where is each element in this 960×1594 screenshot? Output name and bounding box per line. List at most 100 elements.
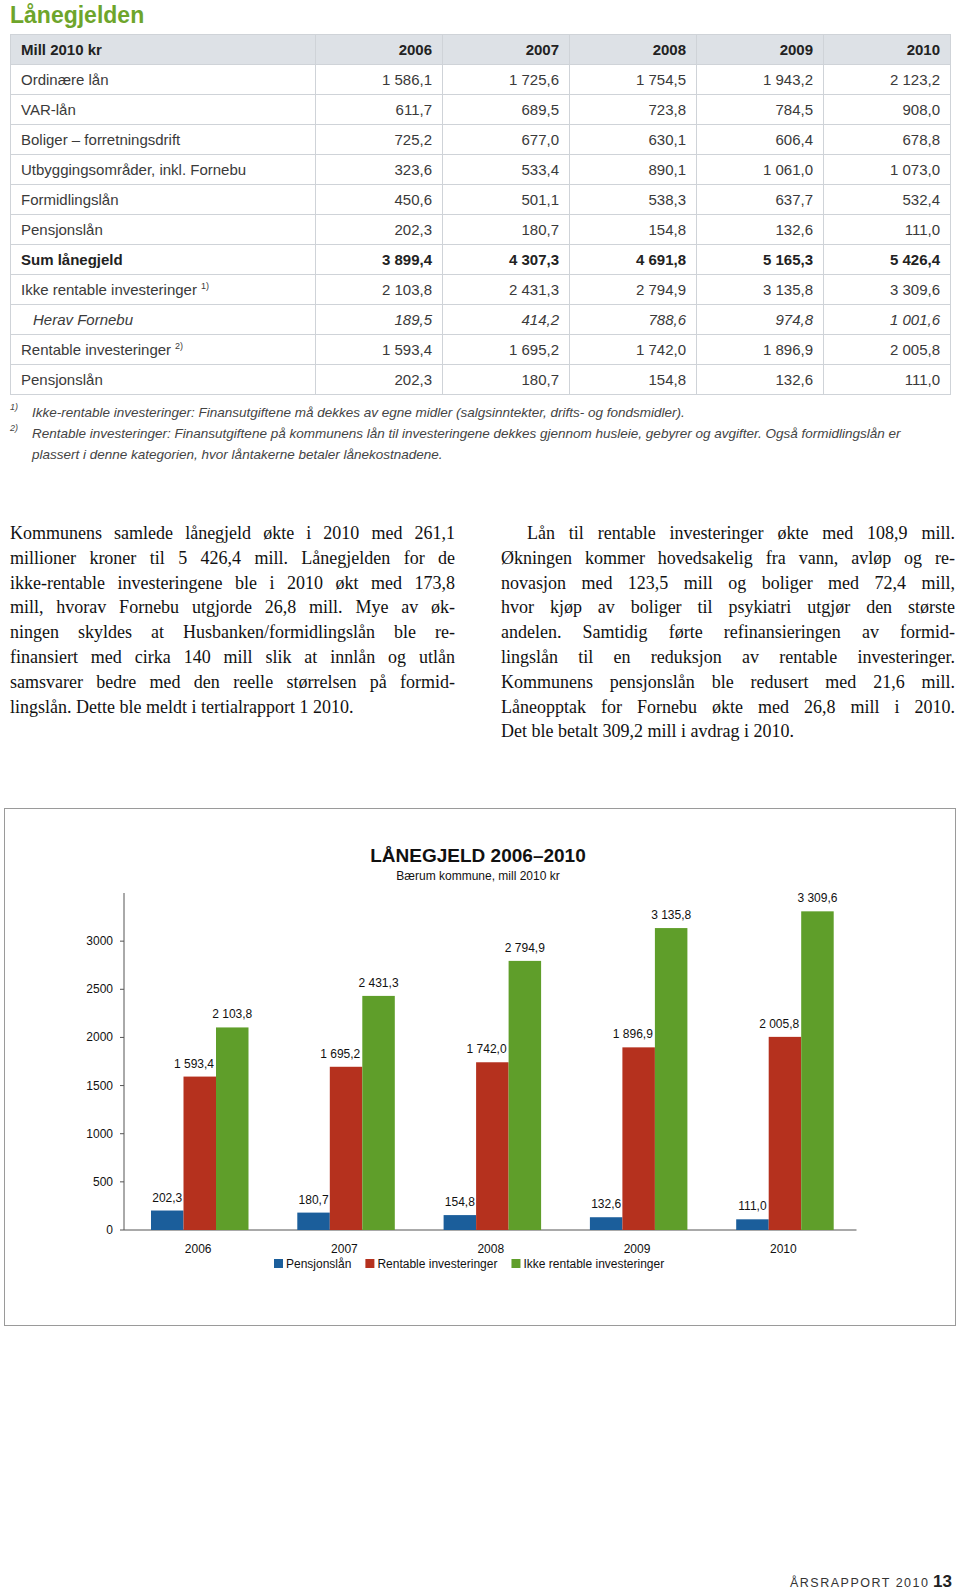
row-label-text: Pensjonslån (21, 371, 103, 388)
row-label: Utbyggingsområder, inkl. Fornebu (11, 155, 316, 185)
table-row: Ikke rentable investeringer1)2 103,82 43… (11, 275, 951, 305)
bar (184, 1077, 217, 1230)
chart-frame (5, 809, 956, 1326)
legend-swatch (274, 1259, 283, 1268)
header-cell: 2007 (443, 35, 570, 65)
data-label: 2 103,8 (212, 1007, 252, 1021)
bar (769, 1037, 802, 1230)
cell: 1 725,6 (443, 65, 570, 95)
row-label-text: Rentable investeringer (21, 341, 171, 358)
y-tick-label: 1000 (86, 1127, 113, 1141)
cell: 2 103,8 (316, 275, 443, 305)
text-line: Økningen kommer hovedsakelig fra vann, a… (501, 546, 955, 571)
footnotes: 1)Ikke-rentable investeringer: Finansutg… (10, 402, 935, 465)
text-line: andelen. Samtidig førte refinansieringen… (501, 620, 955, 645)
footnote: 1)Ikke-rentable investeringer: Finansutg… (10, 402, 935, 423)
table-wrap: Mill 2010 kr20062007200820092010Ordinære… (10, 34, 951, 395)
bar (362, 996, 395, 1230)
cell: 606,4 (697, 125, 824, 155)
legend-label: Pensjonslån (286, 1257, 351, 1271)
cell: 501,1 (443, 185, 570, 215)
cell: 111,0 (824, 365, 951, 395)
bar (736, 1219, 769, 1230)
cell: 323,6 (316, 155, 443, 185)
text-line: mill, hvorav Fornebu utgjorde 26,8 mill.… (10, 595, 455, 620)
cell: 788,6 (570, 305, 697, 335)
header-cell: 2006 (316, 35, 443, 65)
text-line: lingslån til en reduksjon av rentable in… (501, 645, 955, 670)
table-row: Sum lånegjeld3 899,44 307,34 691,85 165,… (11, 245, 951, 275)
footnote: 2)Rentable investeringer: Finansutgiften… (10, 423, 935, 465)
cell: 154,8 (570, 365, 697, 395)
cell: 154,8 (570, 215, 697, 245)
row-label: Ordinære lån (11, 65, 316, 95)
row-label: Pensjonslån (11, 215, 316, 245)
y-tick (120, 1085, 124, 1086)
bar (590, 1217, 623, 1230)
legend-label: Rentable investeringer (377, 1257, 497, 1271)
cell: 2 431,3 (443, 275, 570, 305)
x-tick-label: 2008 (477, 1242, 504, 1256)
y-tick-label: 2500 (86, 982, 113, 996)
table-row: Pensjonslån202,3180,7154,8132,6111,0 (11, 365, 951, 395)
row-label: Pensjonslån (11, 365, 316, 395)
bar (151, 1211, 184, 1230)
row-label: Ikke rentable investeringer1) (11, 275, 316, 305)
bar (476, 1062, 509, 1230)
cell: 532,4 (824, 185, 951, 215)
legend: PensjonslånRentable investeringerIkke re… (274, 1257, 664, 1271)
data-label: 1 896,9 (613, 1027, 653, 1041)
data-label: 111,0 (738, 1199, 767, 1213)
y-tick-label: 1500 (86, 1079, 113, 1093)
cell: 1 754,5 (570, 65, 697, 95)
row-label-text: Boliger – forretningsdrift (21, 131, 180, 148)
cell: 1 593,4 (316, 335, 443, 365)
cell: 132,6 (697, 365, 824, 395)
bar (330, 1067, 363, 1230)
row-label-text: Herav Fornebu (33, 311, 133, 328)
cell: 538,3 (570, 185, 697, 215)
cell: 3 899,4 (316, 245, 443, 275)
cell: 1 943,2 (697, 65, 824, 95)
text-line: ningen skyldes at Husbanken/formidlingsl… (10, 620, 455, 645)
cell: 533,4 (443, 155, 570, 185)
data-label: 2 005,8 (759, 1017, 799, 1031)
header-row: Mill 2010 kr20062007200820092010 (11, 35, 951, 65)
data-label: 1 695,2 (320, 1047, 360, 1061)
row-label: Herav Fornebu (11, 305, 316, 335)
cell: 3 309,6 (824, 275, 951, 305)
footnote-marker: 1) (10, 397, 18, 418)
row-label: Rentable investeringer2) (11, 335, 316, 365)
cell: 202,3 (316, 215, 443, 245)
x-tick-label: 2006 (185, 1242, 212, 1256)
bar (655, 928, 688, 1230)
cell: 784,5 (697, 95, 824, 125)
row-label-text: Sum lånegjeld (21, 251, 123, 268)
data-label: 2 794,9 (505, 941, 545, 955)
cell: 3 135,8 (697, 275, 824, 305)
table-row: Rentable investeringer2)1 593,41 695,21 … (11, 335, 951, 365)
cell: 677,0 (443, 125, 570, 155)
data-label: 1 742,0 (467, 1042, 507, 1056)
cell: 5 426,4 (824, 245, 951, 275)
text-line: ikke-rentable investeringene ble i 2010 … (10, 571, 455, 596)
table-row: Herav Fornebu189,5414,2788,6974,81 001,6 (11, 305, 951, 335)
row-label-text: Ordinære lån (21, 71, 109, 88)
table-row: Ordinære lån1 586,11 725,61 754,51 943,2… (11, 65, 951, 95)
cell: 2 794,9 (570, 275, 697, 305)
legend-swatch (365, 1259, 374, 1268)
table-body: Mill 2010 kr20062007200820092010Ordinære… (11, 35, 951, 395)
cell: 630,1 (570, 125, 697, 155)
chart-svg: LÅNEGJELD 2006–2010Bærum kommune, mill 2… (0, 0, 960, 1594)
header-cell: Mill 2010 kr (11, 35, 316, 65)
cell: 180,7 (443, 215, 570, 245)
text-line: Kommunens pensjonslån ble redusert med 2… (501, 670, 955, 695)
data-label: 202,3 (152, 1191, 182, 1205)
debt-table: Mill 2010 kr20062007200820092010Ordinære… (10, 34, 951, 395)
table-row: Formidlingslån450,6501,1538,3637,7532,4 (11, 185, 951, 215)
text-line: Låneopptak for Fornebu økte med 26,8 mil… (501, 695, 955, 720)
row-label: Sum lånegjeld (11, 245, 316, 275)
chart-subtitle: Bærum kommune, mill 2010 kr (396, 869, 559, 883)
text-line: samsvarer bedre med den reelle størrelse… (10, 670, 455, 695)
text-line: novasjon med 123,5 mill og boliger med 7… (501, 571, 955, 596)
